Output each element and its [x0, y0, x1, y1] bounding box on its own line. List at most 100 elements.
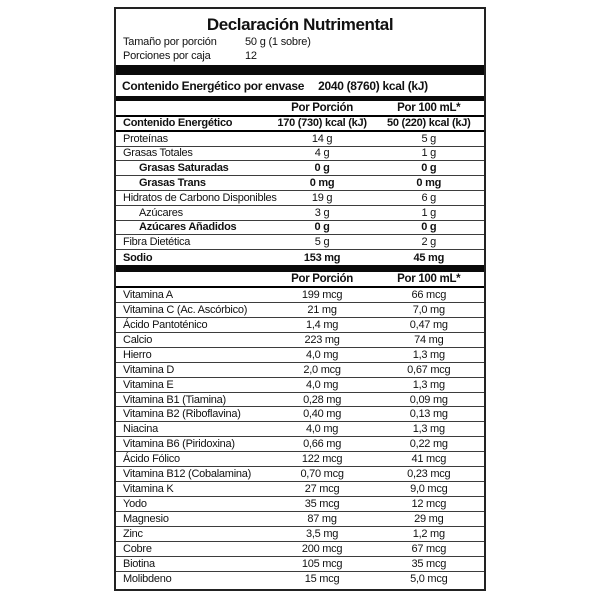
nutrient-name: Grasas Trans — [139, 177, 206, 190]
servings-per-box-value: 12 — [245, 49, 257, 62]
value-per-portion: 0 g — [314, 221, 330, 234]
nutrient-name: Grasas Totales — [123, 147, 193, 160]
energy-per-package-row: Contenido Energético por envase 2040 (87… — [116, 75, 484, 96]
nutrient-name: Calcio — [123, 333, 153, 346]
value-per-100ml: 0 mg — [416, 177, 442, 190]
divider-bar-top — [116, 65, 484, 75]
value-per-100ml: 7,0 mg — [412, 303, 445, 316]
value-per-100ml: 0,09 mg — [409, 393, 448, 406]
nutrient-row: Vitamina B2 (Riboflavina) 0,40 mg 0,13 mg — [116, 407, 484, 423]
nutrient-name: Vitamina B2 (Riboflavina) — [123, 408, 241, 421]
nutrient-row: Magnesio 87 mg 29 mg — [116, 512, 484, 527]
nutrient-name: Vitamina B6 (Piridoxina) — [123, 438, 235, 451]
nutrient-row: Grasas Trans 0 mg 0 mg — [116, 176, 484, 191]
value-per-portion: 0 g — [314, 162, 330, 175]
value-per-portion: 0,40 mg — [303, 408, 342, 421]
value-per-portion: 3 g — [314, 206, 330, 219]
value-per-portion: 0,66 mg — [303, 438, 342, 451]
nutrient-name: Vitamina K — [123, 483, 174, 496]
value-per-portion: 4 g — [314, 147, 330, 160]
energy-per-package-label: Contenido Energético por envase — [122, 78, 305, 93]
nutrient-name: Sodio — [123, 251, 153, 264]
nutrient-row: Hidratos de Carbono Disponibles 19 g 6 g — [116, 191, 484, 206]
nutrient-name: Molibdeno — [123, 573, 172, 586]
nutrient-row: Proteínas 14 g 5 g — [116, 132, 484, 147]
value-per-100ml: 9,0 mcg — [410, 483, 448, 496]
energy-per-package-value: 2040 (8760) kcal (kJ) — [318, 78, 428, 93]
value-per-100ml: 5,0 mcg — [410, 573, 448, 586]
value-per-portion: 170 (730) kcal (kJ) — [277, 117, 367, 130]
nutrient-row: Fibra Dietética 5 g 2 g — [116, 235, 484, 251]
value-per-100ml: 0 g — [421, 162, 437, 175]
value-per-portion: 4,0 mg — [305, 423, 339, 436]
value-per-100ml: 1,2 mg — [412, 527, 445, 540]
divider-bar-mid-1 — [116, 96, 484, 101]
value-per-portion: 153 mg — [303, 251, 341, 264]
value-per-100ml: 0,22 mg — [409, 438, 448, 451]
nutrient-row: Sodio 153 mg 45 mg — [116, 250, 484, 265]
value-per-portion: 21 mg — [307, 303, 337, 316]
value-per-100ml: 0,47 mg — [409, 318, 448, 331]
divider-bar-mid-2 — [116, 264, 484, 272]
nutrient-name: Azúcares — [139, 206, 183, 219]
value-per-100ml: 0 g — [421, 221, 437, 234]
nutrient-name: Yodo — [123, 498, 147, 511]
nutrient-name: Contenido Energético — [123, 117, 233, 130]
nutrient-row: Molibdeno 15 mcg 5,0 mcg — [116, 572, 484, 587]
nutrient-row: Azúcares 3 g 1 g — [116, 206, 484, 221]
nutrient-row: Cobre 200 mcg 67 mcg — [116, 542, 484, 557]
value-per-100ml: 2 g — [421, 236, 437, 249]
value-per-portion: 122 mcg — [301, 453, 343, 466]
nutrient-row: Niacina 4,0 mg 1,3 mg — [116, 422, 484, 438]
value-per-portion: 0,70 mcg — [300, 468, 344, 481]
nutrient-row: Calcio 223 mg 74 mg — [116, 333, 484, 348]
nutrient-row: Vitamina B12 (Cobalamina) 0,70 mcg 0,23 mc… — [116, 467, 484, 483]
nutrient-row: Vitamina K 27 mcg 9,0 mcg — [116, 482, 484, 498]
value-per-100ml: 35 mcg — [411, 557, 447, 570]
nutrient-name: Vitamina D — [123, 363, 175, 376]
nutrient-name: Magnesio — [123, 513, 169, 525]
nutrient-name: Hidratos de Carbono Disponibles — [123, 191, 277, 204]
serving-size-label: Tamaño por porción — [123, 36, 217, 48]
value-per-portion: 1,4 mg — [305, 318, 339, 331]
value-per-100ml: 1,3 mg — [412, 378, 445, 391]
nutrient-name: Hierro — [123, 348, 152, 361]
value-per-portion: 0 mg — [309, 177, 335, 190]
value-per-portion: 105 mcg — [301, 557, 343, 570]
nutrient-row: Ácido Fólico 122 mcg 41 mcg — [116, 452, 484, 468]
nutrient-row: Biotina 105 mcg 35 mcg — [116, 557, 484, 572]
nutrient-name: Vitamina C (Ac. Ascórbico) — [123, 303, 248, 316]
value-per-portion: 2,0 mcg — [303, 363, 341, 376]
value-per-portion: 223 mg — [304, 333, 340, 346]
nutrient-name: Grasas Saturadas — [139, 162, 229, 175]
value-per-portion: 87 mg — [307, 513, 337, 525]
value-per-100ml: 0,13 mg — [409, 408, 448, 421]
value-per-portion: 0,28 mg — [303, 393, 342, 406]
value-per-100ml: 1,3 mg — [412, 423, 445, 436]
macronutrients-table-header: Por Porción Por 100 mL* — [116, 101, 484, 117]
column-header-per-portion: Por Porción — [291, 102, 353, 114]
nutrient-name: Fibra Dietética — [123, 236, 191, 249]
value-per-100ml: 0,23 mcg — [407, 468, 451, 481]
value-per-100ml: 1 g — [421, 147, 437, 160]
value-per-100ml: 29 mg — [414, 513, 444, 525]
value-per-portion: 4,0 mg — [305, 378, 339, 391]
servings-per-box-label: Porciones por caja — [123, 49, 211, 62]
value-per-100ml: 45 mg — [413, 251, 445, 264]
value-per-100ml: 41 mcg — [411, 453, 447, 466]
nutrient-name: Vitamina B1 (Tiamina) — [123, 393, 226, 406]
nutrient-row: Vitamina E 4,0 mg 1,3 mg — [116, 378, 484, 393]
nutrient-name: Proteínas — [123, 132, 168, 145]
nutrition-label: Declaración Nutrimental Tamaño por porci… — [114, 7, 486, 591]
value-per-portion: 27 mcg — [304, 483, 340, 496]
nutrient-name: Biotina — [123, 557, 155, 570]
nutrient-row: Vitamina D 2,0 mcg 0,67 mcg — [116, 363, 484, 378]
value-per-100ml: 66 mcg — [411, 288, 447, 301]
value-per-portion: 19 g — [311, 191, 333, 204]
nutrient-name: Ácido Fólico — [123, 453, 180, 466]
nutrient-row: Vitamina A 199 mcg 66 mcg — [116, 288, 484, 303]
value-per-100ml: 67 mcg — [411, 542, 447, 555]
value-per-portion: 5 g — [314, 236, 330, 249]
value-per-100ml: 1,3 mg — [412, 348, 445, 361]
